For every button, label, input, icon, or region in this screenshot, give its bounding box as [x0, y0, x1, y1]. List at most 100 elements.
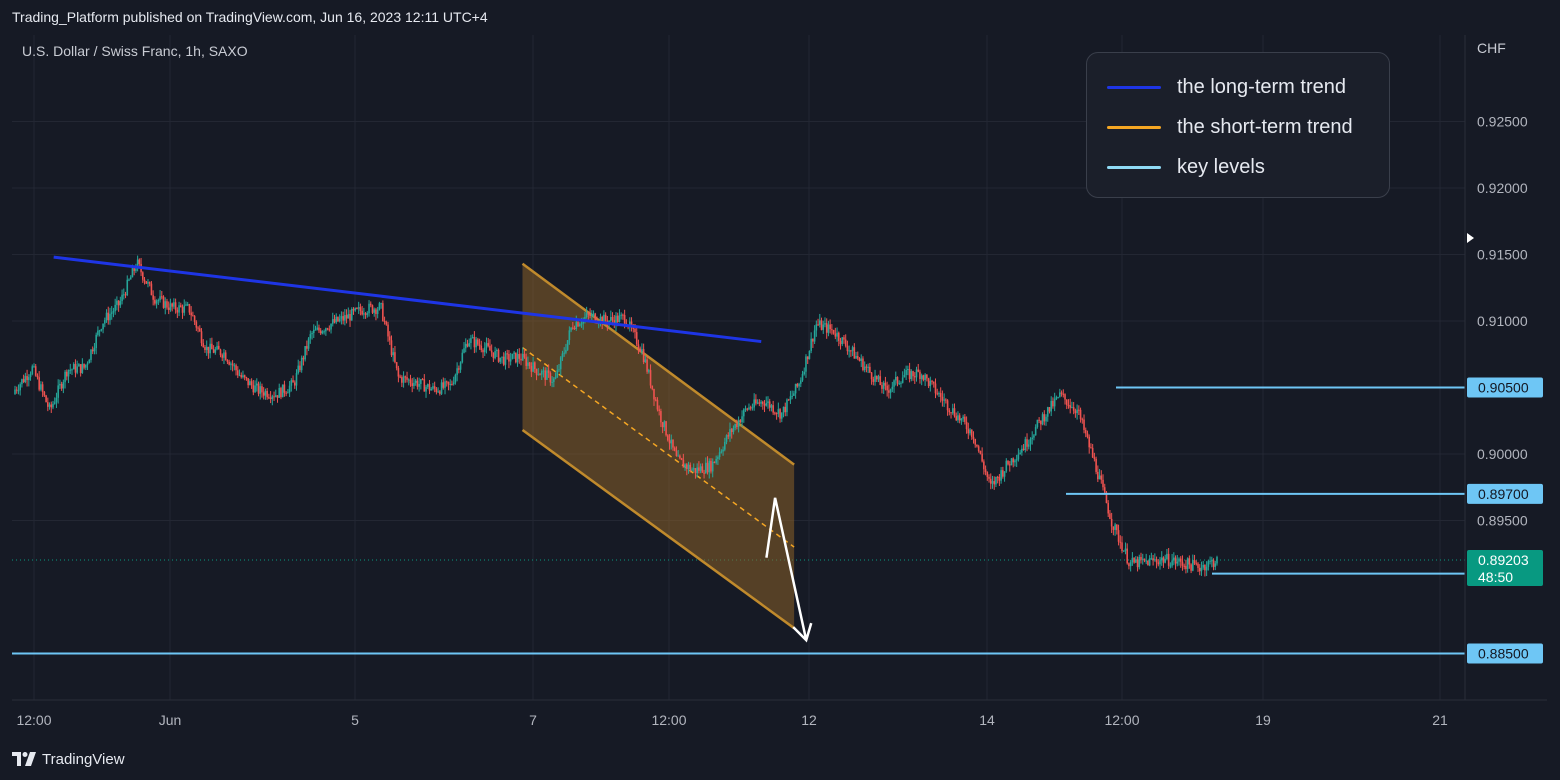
candle-body [929, 380, 932, 387]
candle-body [1171, 560, 1173, 566]
candle-body [1078, 409, 1080, 411]
candle-body [962, 416, 964, 419]
candle-body [850, 350, 852, 352]
candle-body [955, 416, 958, 421]
candle-body [1147, 560, 1149, 566]
candle-body [369, 303, 372, 306]
candle-body [623, 315, 626, 324]
candle-body [758, 402, 761, 404]
candle-body [665, 421, 667, 436]
candle-body [1143, 558, 1146, 561]
candle-body [1098, 475, 1101, 480]
candle-body [1072, 407, 1075, 411]
currency-label: CHF [1477, 40, 1506, 56]
candle-body [57, 385, 59, 398]
candle-body [1145, 560, 1147, 562]
candle-body [1090, 447, 1092, 449]
candle-body [958, 415, 961, 421]
candle-body [174, 302, 177, 310]
candle-body [1166, 553, 1168, 560]
candle-body [271, 396, 274, 399]
candle-body [489, 345, 491, 351]
candle-body [1117, 530, 1120, 542]
candle-body [1029, 438, 1032, 445]
candle-body [661, 422, 664, 428]
candle-body [1126, 548, 1128, 564]
trend-channel-fill [522, 263, 795, 629]
candle-body [843, 337, 845, 340]
candle-body [872, 379, 875, 382]
candle-body [694, 468, 697, 474]
candle-body [641, 349, 643, 352]
x-tick-label: 19 [1255, 712, 1271, 728]
candle-body [209, 343, 211, 354]
candle-body [882, 382, 885, 389]
candle-body [428, 384, 431, 391]
candle-body [1059, 392, 1061, 397]
candle-body [47, 402, 49, 407]
candle-body [357, 307, 360, 309]
candle-body [632, 327, 635, 329]
tradingview-logo-icon[interactable] [12, 752, 38, 766]
candle-body [1200, 567, 1203, 572]
candle-body [496, 349, 498, 352]
candle-body [611, 316, 614, 321]
candle-body [601, 316, 603, 324]
candle-body [534, 362, 536, 370]
candle-body [413, 382, 415, 387]
candle-body [28, 377, 30, 381]
y-tick-label: 0.90000 [1477, 446, 1528, 462]
candle-body [205, 346, 208, 351]
candle-body [38, 377, 40, 390]
candle-body [148, 282, 151, 284]
candle-body [154, 299, 156, 304]
candle-body [777, 409, 780, 414]
candle-body [447, 381, 450, 385]
candle-body [364, 313, 367, 315]
x-tick-label: 12 [801, 712, 817, 728]
candle-body [1174, 557, 1177, 564]
candle-body [535, 369, 538, 375]
candle-body [988, 476, 990, 479]
candle-body [663, 421, 666, 428]
candle-body [143, 279, 146, 282]
candle-body [542, 370, 545, 372]
candle-body [95, 334, 97, 349]
channel-lower-line [521, 429, 795, 630]
candle-body [1197, 563, 1199, 568]
candle-body [739, 420, 742, 423]
candle-body [592, 313, 595, 315]
price-marker-icon [1467, 233, 1474, 243]
candle-body [701, 466, 704, 473]
candle-body [21, 379, 23, 385]
candle-body [252, 385, 255, 393]
candle-body [953, 408, 956, 417]
candle-body [1138, 556, 1141, 568]
candle-body [787, 399, 790, 401]
candle-body [242, 375, 244, 378]
candle-body [167, 307, 170, 310]
candle-body [808, 350, 811, 360]
candle-body [204, 347, 206, 351]
candle-body [559, 357, 562, 370]
footer-brand[interactable]: TradingView [42, 750, 125, 768]
price-chart[interactable]: 0.92500 0.92000 0.91500 0.91000 0.90000 0.895… [12, 35, 1547, 735]
candle-body [744, 408, 747, 410]
candle-body [269, 397, 272, 399]
candle-body [943, 399, 945, 401]
candle-body [223, 352, 225, 358]
candle-body [547, 370, 550, 373]
candle-body [616, 315, 619, 322]
candle-body [397, 368, 400, 377]
candle-body [128, 279, 130, 281]
candle-body [677, 455, 679, 457]
candle-body [732, 428, 735, 433]
candle-body [212, 349, 215, 353]
candle-body [741, 416, 743, 423]
candle-body [78, 364, 80, 367]
candle-body [813, 330, 816, 342]
candle-body [756, 402, 759, 404]
candle-body [1214, 563, 1217, 567]
candle-body [853, 347, 856, 359]
candle-body [1074, 410, 1077, 414]
